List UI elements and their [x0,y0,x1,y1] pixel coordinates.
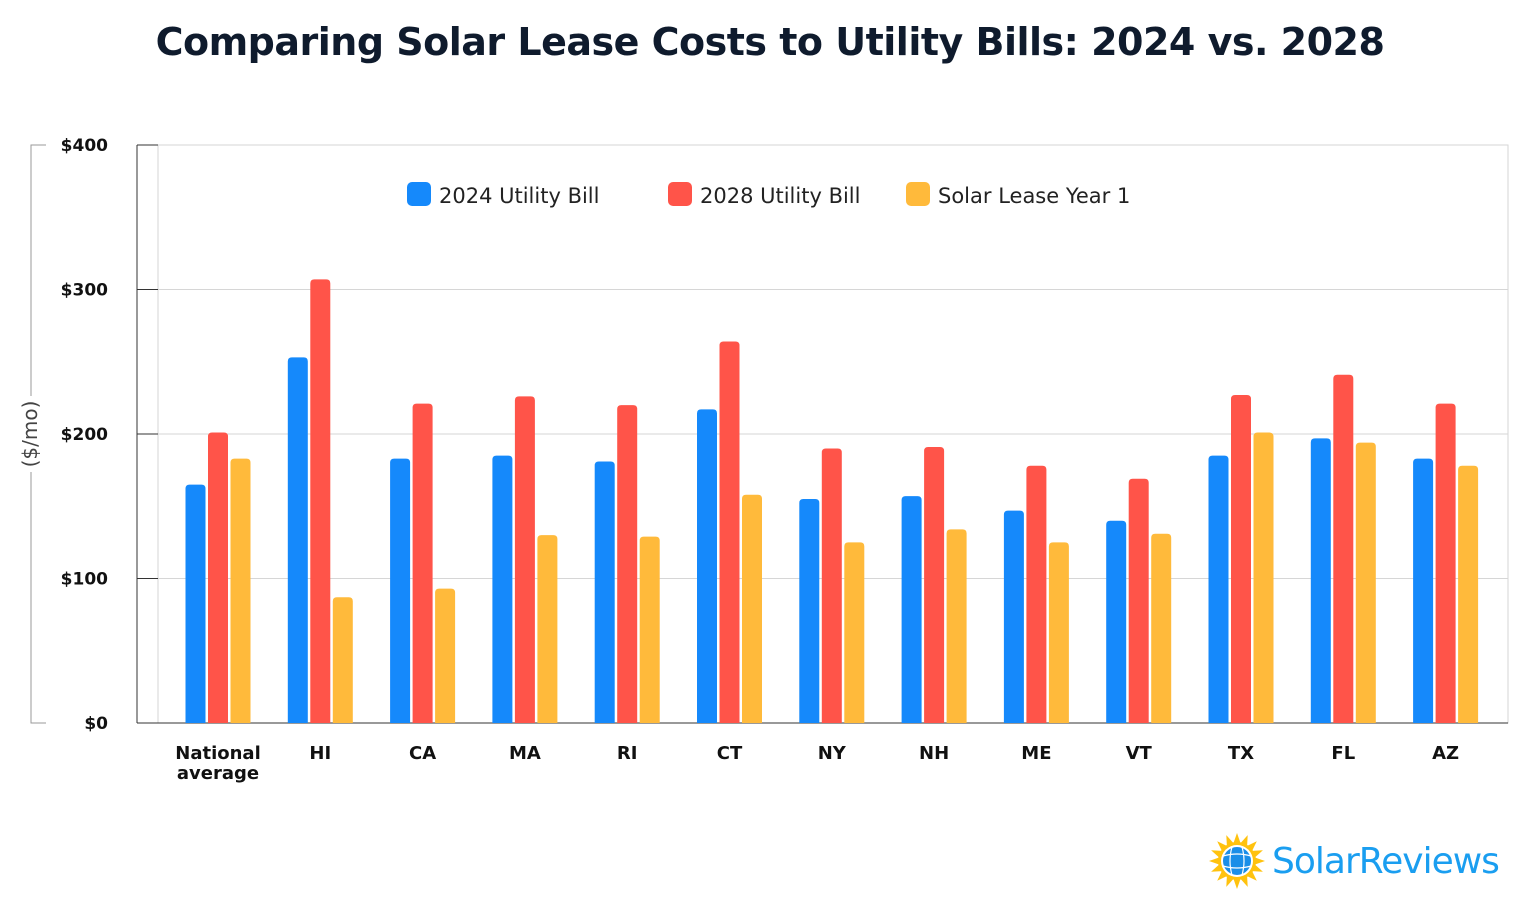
logo-text: SolarReviews [1272,840,1500,882]
x-tick-label: CT [717,743,743,764]
x-tick-label: MA [509,743,541,764]
bar-solar-lease-year-1 [639,536,660,723]
bar-2028-utility-bill [617,405,638,723]
y-tick-label: $200 [61,425,108,445]
bar-solar-lease-year-1 [435,588,456,723]
bar-2024-utility-bill [1003,510,1024,723]
bar-2028-utility-bill [1435,403,1456,723]
bar-solar-lease-year-1 [1151,533,1172,723]
y-tick-label: $300 [61,281,108,301]
bar-solar-lease-year-1 [1355,442,1376,723]
bar-2028-utility-bill [719,341,740,723]
bar-2024-utility-bill [390,458,411,723]
bar-2028-utility-bill [924,447,945,723]
x-tick-label: FL [1331,743,1355,764]
x-tick-label: National [175,743,260,764]
bar-solar-lease-year-1 [1048,542,1069,723]
x-tick-label: HI [309,743,331,764]
x-tick-label: NY [818,743,847,764]
bar-solar-lease-year-1 [537,535,558,723]
y-tick-label: $400 [61,136,108,156]
x-tick-label: VT [1126,743,1153,764]
bar-solar-lease-year-1 [230,458,251,723]
x-tick-label: TX [1228,743,1254,764]
legend-swatch [668,182,692,206]
bar-2028-utility-bill [821,448,842,723]
bar-2028-utility-bill [208,432,228,723]
bar-2024-utility-bill [1106,520,1127,723]
bar-solar-lease-year-1 [844,542,865,723]
y-axis-label: ($/mo) [18,401,42,468]
bar-solar-lease-year-1 [1253,432,1274,723]
bar-solar-lease-year-1 [946,529,967,723]
sun-globe-icon [1209,833,1265,889]
legend-label: Solar Lease Year 1 [938,184,1130,208]
x-tick-label: average [177,763,259,784]
bar-2024-utility-bill [1413,458,1434,723]
bar-2028-utility-bill [310,279,331,723]
solarreviews-logo: SolarReviews [1208,832,1500,890]
legend-swatch [906,182,930,206]
legend-label: 2024 Utility Bill [439,184,599,208]
bar-solar-lease-year-1 [742,494,762,723]
bar-2028-utility-bill [1231,394,1251,723]
bar-2024-utility-bill [185,484,206,723]
y-tick-label: $100 [61,570,108,590]
bar-2028-utility-bill [514,396,535,723]
legend-label: 2028 Utility Bill [700,184,860,208]
bar-solar-lease-year-1 [1458,465,1479,723]
x-tick-label: CA [409,743,436,764]
bar-2024-utility-bill [492,455,513,723]
bar-2024-utility-bill [697,409,717,723]
x-tick-label: NH [919,743,949,764]
x-tick-label: AZ [1432,743,1459,764]
bar-solar-lease-year-1 [332,597,353,723]
bar-2028-utility-bill [1333,374,1354,723]
chart-title: Comparing Solar Lease Costs to Utility B… [155,20,1385,64]
bar-2024-utility-bill [1310,438,1331,723]
bar-2024-utility-bill [1208,455,1229,723]
bar-2024-utility-bill [287,357,308,723]
legend-swatch [407,182,431,206]
y-tick-label: $0 [84,714,108,734]
y-axis-label-bg [22,396,42,472]
bar-2028-utility-bill [412,403,433,723]
bar-2028-utility-bill [1128,478,1149,723]
x-tick-label: RI [617,743,638,764]
x-tick-label: ME [1021,743,1051,764]
bar-2028-utility-bill [1026,465,1047,723]
bar-2024-utility-bill [799,499,820,723]
bar-2024-utility-bill [901,496,922,723]
bar-2024-utility-bill [594,461,615,723]
